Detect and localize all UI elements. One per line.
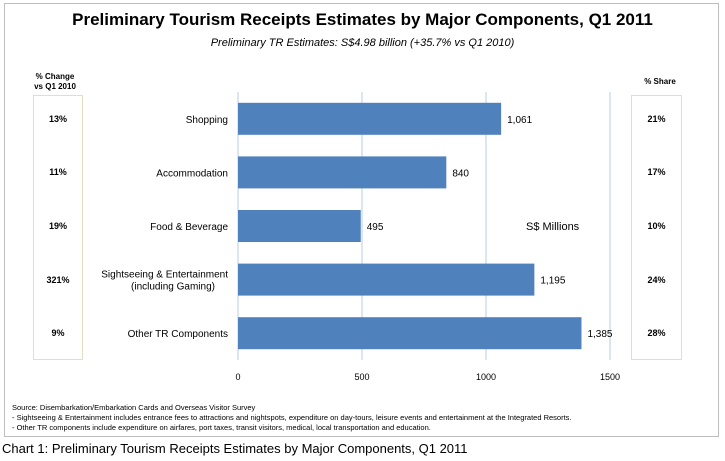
category-label-2: Food & Beverage xyxy=(150,222,228,233)
x-tick-label-1500: 1500 xyxy=(600,372,620,382)
bar-1 xyxy=(238,156,447,189)
bar-value-label-4: 1,385 xyxy=(587,329,612,340)
bar-value-label-0: 1,061 xyxy=(507,115,532,126)
bar-value-label-3: 1,195 xyxy=(540,276,565,287)
pct-change-value-1: 11% xyxy=(49,167,67,178)
x-tick-label-0: 0 xyxy=(235,372,240,382)
category-label-4: Other TR Components xyxy=(128,329,228,340)
pct-change-header-line-2: vs Q1 2010 xyxy=(34,82,76,91)
note-other-components: - Other TR components include expenditur… xyxy=(12,423,431,432)
chart-title: Preliminary Tourism Receipts Estimates b… xyxy=(72,10,653,29)
category-label-1: Accommodation xyxy=(156,168,228,179)
x-tick-label-1000: 1000 xyxy=(476,372,496,382)
pct-change-value-0: 13% xyxy=(48,113,67,124)
bar-value-label-1: 840 xyxy=(452,168,469,179)
pct-change-box xyxy=(33,95,83,360)
pct-change-header: % Change vs Q1 2010 xyxy=(20,72,90,92)
chart-subtitle: Preliminary TR Estimates: S$4.98 billion… xyxy=(210,37,515,49)
category-label-3: Sightseeing & Entertainment (including Ga… xyxy=(101,270,228,293)
chart-plot-area: 0 500 1000 1500 1,061 Shopping 840 Accommodatio… xyxy=(101,92,620,382)
note-source: Source: Disembarkation/Embarkation Cards… xyxy=(12,403,256,412)
pct-change-value-3: 321% xyxy=(46,274,70,285)
pct-change-header-line-1: % Change xyxy=(35,72,75,81)
pct-share-header: % Share xyxy=(644,77,676,86)
chart-caption: Chart 1: Preliminary Tourism Receipts Es… xyxy=(2,441,468,456)
pct-share-value-0: 21% xyxy=(647,113,666,124)
pct-share-value-4: 28% xyxy=(647,328,666,339)
chart-notes: Source: Disembarkation/Embarkation Cards… xyxy=(12,403,572,433)
category-label-0: Shopping xyxy=(186,115,228,126)
x-tick-label-500: 500 xyxy=(354,372,369,382)
pct-share-box xyxy=(631,95,682,360)
bar-0 xyxy=(238,102,502,135)
unit-label: S$ Millions xyxy=(526,221,580,233)
pct-share-value-2: 10% xyxy=(647,221,666,231)
pct-share-value-3: 24% xyxy=(647,274,666,285)
pct-change-value-4: 9% xyxy=(51,328,65,339)
pct-share-value-1: 17% xyxy=(647,167,666,178)
bar-4 xyxy=(238,317,582,350)
bar-value-label-2: 495 xyxy=(367,222,384,233)
bar-2 xyxy=(238,210,361,242)
note-sightseeing: - Sightseeing & Entertainment includes e… xyxy=(12,413,572,422)
pct-change-value-2: 19% xyxy=(48,221,67,231)
bar-3 xyxy=(238,263,535,296)
